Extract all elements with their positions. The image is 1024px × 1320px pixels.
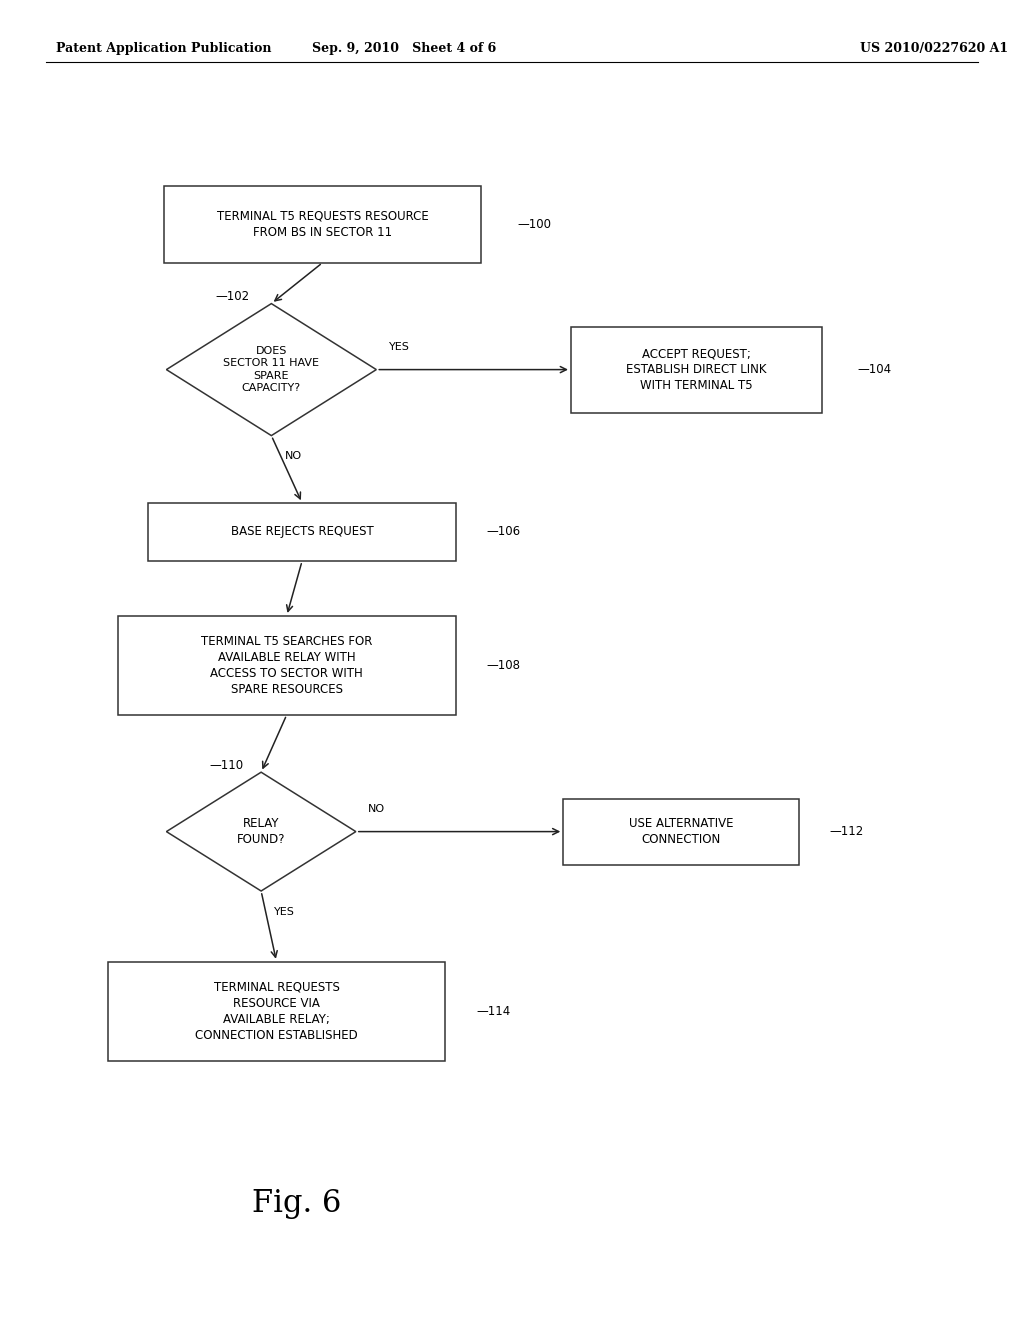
FancyBboxPatch shape <box>563 799 799 865</box>
Text: —112: —112 <box>829 825 863 838</box>
Text: Patent Application Publication: Patent Application Publication <box>56 42 271 55</box>
Text: YES: YES <box>389 342 410 352</box>
Text: BASE REJECTS REQUEST: BASE REJECTS REQUEST <box>230 525 374 539</box>
Text: —102: —102 <box>215 290 249 304</box>
Text: —108: —108 <box>486 659 520 672</box>
Text: —104: —104 <box>858 363 892 376</box>
Polygon shape <box>167 304 377 436</box>
Text: NO: NO <box>369 804 385 814</box>
Text: Fig. 6: Fig. 6 <box>252 1188 342 1220</box>
Text: YES: YES <box>274 907 295 917</box>
Text: ACCEPT REQUEST;
ESTABLISH DIRECT LINK
WITH TERMINAL T5: ACCEPT REQUEST; ESTABLISH DIRECT LINK WI… <box>626 347 767 392</box>
FancyBboxPatch shape <box>108 961 445 1061</box>
FancyBboxPatch shape <box>571 327 822 412</box>
Text: US 2010/0227620 A1: US 2010/0227620 A1 <box>860 42 1009 55</box>
Text: —114: —114 <box>476 1005 510 1018</box>
Text: TERMINAL REQUESTS
RESOURCE VIA
AVAILABLE RELAY;
CONNECTION ESTABLISHED: TERMINAL REQUESTS RESOURCE VIA AVAILABLE… <box>196 981 357 1041</box>
Text: —110: —110 <box>210 759 244 772</box>
Text: USE ALTERNATIVE
CONNECTION: USE ALTERNATIVE CONNECTION <box>629 817 733 846</box>
Text: TERMINAL T5 SEARCHES FOR
AVAILABLE RELAY WITH
ACCESS TO SECTOR WITH
SPARE RESOUR: TERMINAL T5 SEARCHES FOR AVAILABLE RELAY… <box>201 635 373 696</box>
Polygon shape <box>166 772 356 891</box>
Text: Sep. 9, 2010   Sheet 4 of 6: Sep. 9, 2010 Sheet 4 of 6 <box>312 42 497 55</box>
FancyBboxPatch shape <box>164 186 481 263</box>
Text: —106: —106 <box>486 525 520 539</box>
Text: NO: NO <box>285 451 302 462</box>
FancyBboxPatch shape <box>148 503 456 561</box>
Text: TERMINAL T5 REQUESTS RESOURCE
FROM BS IN SECTOR 11: TERMINAL T5 REQUESTS RESOURCE FROM BS IN… <box>217 210 428 239</box>
Text: DOES
SECTOR 11 HAVE
SPARE
CAPACITY?: DOES SECTOR 11 HAVE SPARE CAPACITY? <box>223 346 319 393</box>
Text: RELAY
FOUND?: RELAY FOUND? <box>237 817 286 846</box>
Text: —100: —100 <box>517 218 551 231</box>
FancyBboxPatch shape <box>118 615 456 715</box>
